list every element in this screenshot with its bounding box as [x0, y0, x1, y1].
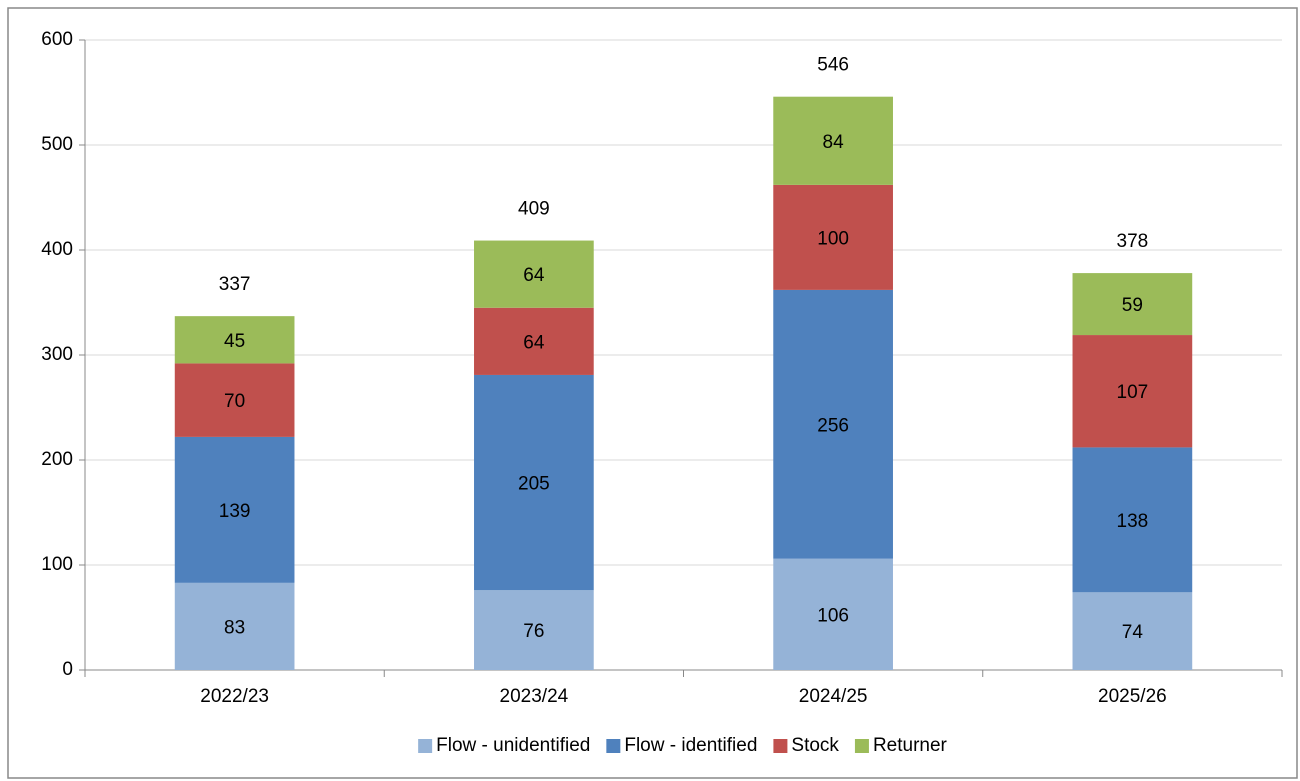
legend-label: Stock — [791, 735, 839, 756]
data-label: 84 — [823, 132, 845, 153]
data-label: 256 — [817, 415, 849, 436]
x-tick-label: 2022/23 — [200, 686, 269, 707]
bar-segment — [1072, 592, 1193, 670]
y-tick-label: 500 — [41, 134, 73, 155]
y-tick-label: 100 — [41, 554, 73, 575]
legend-swatch — [773, 739, 788, 753]
total-label: 409 — [518, 199, 550, 220]
data-label: 64 — [523, 332, 545, 353]
bar-segment — [773, 96, 893, 185]
bar-segment — [474, 240, 594, 308]
total-label: 378 — [1117, 231, 1149, 252]
y-tick-label: 200 — [41, 449, 73, 470]
x-tick-label: 2023/24 — [500, 686, 569, 707]
y-tick-label: 300 — [41, 344, 73, 365]
bar-segment — [1072, 447, 1193, 593]
bar-segment — [773, 289, 893, 559]
bar-segment — [174, 316, 295, 364]
y-tick-label: 400 — [41, 239, 73, 260]
legend-label: Flow - unidentified — [436, 735, 590, 756]
bar-segment — [1072, 335, 1193, 448]
y-tick-label: 600 — [41, 29, 73, 50]
data-label: 83 — [224, 617, 245, 638]
y-tick-label: 0 — [62, 659, 73, 680]
bar-segment — [773, 184, 893, 290]
data-label: 139 — [219, 501, 251, 522]
data-label: 100 — [817, 228, 849, 249]
legend-label: Returner — [873, 735, 948, 756]
total-label: 546 — [817, 55, 849, 76]
bar-segment — [174, 363, 295, 437]
legend-swatch — [606, 739, 621, 753]
bar-segment — [474, 374, 594, 591]
data-label: 107 — [1117, 382, 1149, 403]
data-label: 45 — [224, 331, 245, 352]
legend-swatch — [854, 739, 869, 753]
legend-label: Flow - identified — [624, 735, 757, 756]
data-label: 138 — [1117, 511, 1149, 532]
data-label: 64 — [523, 265, 545, 286]
bar-segment — [174, 582, 295, 670]
data-label: 205 — [518, 474, 550, 495]
bar-segment — [174, 436, 295, 583]
data-label: 59 — [1122, 295, 1143, 316]
x-tick-label: 2024/25 — [799, 686, 868, 707]
total-label: 337 — [219, 274, 251, 295]
bar-segment — [474, 590, 594, 670]
bar-segment — [1072, 273, 1193, 336]
bar-segment — [474, 307, 594, 375]
x-tick-label: 2025/26 — [1098, 686, 1167, 707]
legend-swatch — [418, 739, 433, 753]
data-label: 76 — [523, 621, 544, 642]
data-label: 74 — [1122, 622, 1144, 643]
data-label: 70 — [224, 391, 245, 412]
data-label: 106 — [817, 605, 849, 626]
bar-segment — [773, 558, 893, 670]
